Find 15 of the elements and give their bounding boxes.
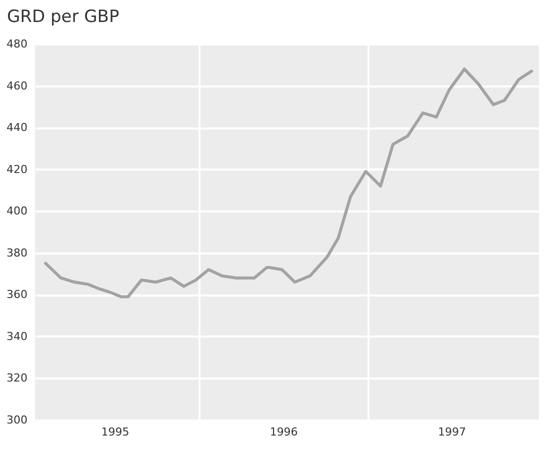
y-tick-label: 440 <box>6 121 28 134</box>
y-tick-label: 480 <box>6 38 28 50</box>
line-series <box>44 68 534 298</box>
y-tick-label: 360 <box>6 288 28 302</box>
x-tick-label: 1996 <box>270 426 298 438</box>
y-tick-label: 300 <box>6 414 28 426</box>
x-tick-label: 1995 <box>101 426 130 438</box>
y-tick-label: 380 <box>6 246 28 260</box>
y-tick-label: 400 <box>6 204 28 218</box>
chart-title: GRD per GBP <box>7 7 120 27</box>
y-tick-label: 320 <box>6 372 28 385</box>
y-tick-label: 420 <box>6 162 28 176</box>
y-tick-label: 340 <box>6 330 28 343</box>
x-tick-label: 1997 <box>438 426 466 438</box>
y-tick-label: 460 <box>6 79 28 92</box>
